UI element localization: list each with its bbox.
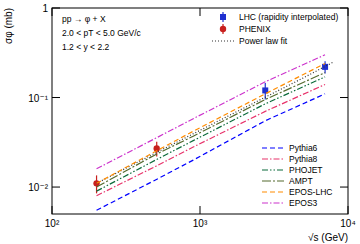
y-tick: [340, 187, 348, 188]
annotation: 1.2 < y < 2.2: [62, 42, 110, 52]
series-line: [97, 55, 326, 169]
x-tick-label: 10²: [45, 218, 60, 229]
legend-swatch: [262, 169, 284, 170]
x-tick: [200, 8, 201, 16]
x-tick: [52, 8, 53, 16]
legend-swatch: [262, 202, 284, 203]
legend-swatch: [262, 180, 284, 181]
series-line: [97, 62, 334, 183]
x-tick-label: 10⁴: [340, 218, 355, 229]
y-axis-label: σφ (mb): [3, 8, 14, 44]
legend-swatch: [262, 158, 284, 159]
legend-swatch: [212, 40, 234, 41]
annotation: 2.0 < pT < 5.0 GeV/c: [62, 28, 142, 38]
legend-label: Pythia6: [289, 143, 318, 153]
chart: 10² 10³ 10⁴ 10⁻² 10⁻¹ 1 √s (GeV) σφ (mb) pp → φ …: [0, 0, 360, 244]
data-point: [322, 64, 328, 70]
legend-label: PHOJET: [289, 165, 323, 175]
y-tick: [52, 97, 60, 98]
legend-swatch: [220, 14, 226, 20]
series-line: [97, 73, 326, 187]
series-line: [97, 84, 326, 195]
series-line: [97, 63, 326, 183]
legend-swatch: [220, 26, 226, 32]
x-axis-label: √s (GeV): [308, 232, 348, 243]
legend-swatch: [262, 191, 284, 192]
legend-label: Power law fit: [239, 36, 288, 46]
legend-label: EPOS3: [289, 198, 318, 208]
annotation: pp → φ + X: [62, 14, 106, 24]
x-tick: [200, 206, 201, 214]
y-tick: [52, 187, 60, 188]
legend-label: LHC (rapidity interpolated): [239, 12, 338, 22]
legend-label: EPOS-LHC: [289, 187, 332, 197]
legend-label: AMPT: [289, 176, 313, 186]
y-tick-label: 10⁻²: [28, 182, 48, 193]
y-tick-label: 1: [42, 3, 48, 14]
legend-label: PHENIX: [239, 24, 271, 34]
x-tick: [348, 8, 349, 16]
x-tick: [348, 206, 349, 214]
frame: [52, 8, 348, 214]
series-line: [97, 77, 326, 191]
x-tick-label: 10³: [193, 218, 208, 229]
plot-area: [93, 55, 333, 210]
y-tick: [340, 97, 348, 98]
legend-label: Pythia8: [289, 154, 318, 164]
y-tick: [52, 8, 60, 9]
x-tick: [52, 206, 53, 214]
y-tick: [340, 8, 348, 9]
y-tick-label: 10⁻¹: [28, 93, 48, 104]
legend-swatch: [262, 147, 284, 148]
